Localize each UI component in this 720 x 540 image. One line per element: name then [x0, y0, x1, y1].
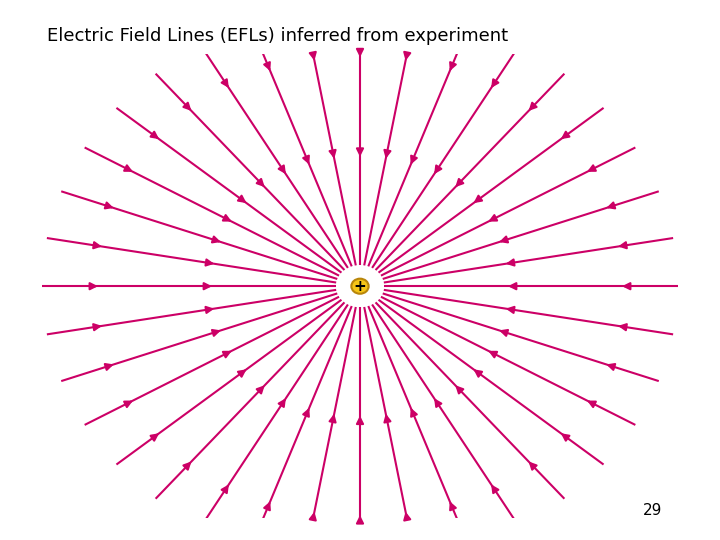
Circle shape: [351, 279, 369, 294]
Text: Electric Field Lines (EFLs) inferred from experiment: Electric Field Lines (EFLs) inferred fro…: [47, 27, 508, 45]
Text: 29: 29: [643, 503, 662, 518]
Text: +: +: [354, 279, 366, 294]
